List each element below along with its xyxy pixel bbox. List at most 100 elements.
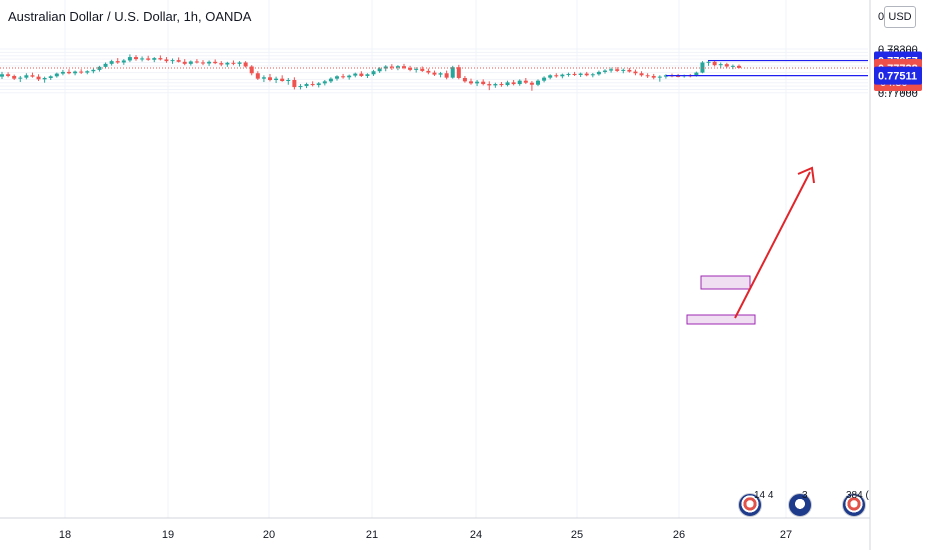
candle-body <box>645 75 650 77</box>
candle-body <box>304 84 309 87</box>
candle-body <box>444 73 449 78</box>
candle-body <box>432 72 437 75</box>
currency-selector[interactable]: USD <box>884 6 916 28</box>
candle-body <box>127 57 132 61</box>
candle-body <box>109 61 114 64</box>
event-count-3: 384 ( <box>846 490 869 501</box>
candle-body <box>542 77 547 81</box>
candle-body <box>560 74 565 77</box>
candle-body <box>706 61 711 63</box>
candle-body <box>292 80 297 88</box>
candle-body <box>18 77 23 79</box>
time-tick-label: 19 <box>162 529 174 541</box>
candle-body <box>694 72 699 76</box>
candle-body <box>0 74 4 77</box>
candle-body <box>170 60 175 62</box>
economic-events-row: 14 4 3 384 ( <box>738 490 878 518</box>
candle-body <box>36 76 41 80</box>
candle-body <box>438 73 443 75</box>
candle-body <box>663 75 668 77</box>
candle-body <box>140 58 145 60</box>
candle-body <box>426 70 431 73</box>
candle-body <box>456 67 461 78</box>
candle-body <box>651 75 656 78</box>
price-tick-label: 0. <box>878 11 887 23</box>
chart-annotations <box>0 59 868 325</box>
candle-body <box>335 76 339 79</box>
candle-body <box>158 58 163 60</box>
us-flag-icon[interactable] <box>842 493 866 517</box>
candle-body <box>584 73 589 76</box>
candle-body <box>377 68 382 72</box>
candle-body <box>408 67 413 70</box>
candle-body <box>420 68 425 71</box>
candle-body <box>371 71 376 75</box>
candle-body <box>505 82 510 86</box>
candle-body <box>164 59 169 62</box>
candle-body <box>67 71 71 74</box>
candle-body <box>365 74 370 76</box>
time-tick-label: 21 <box>366 529 378 541</box>
demand-zone-upper <box>700 275 751 290</box>
candle-body <box>730 65 735 67</box>
candle-body <box>219 63 224 65</box>
candle-body <box>280 78 285 82</box>
time-axis: 18 19 20 21 24 25 26 27 <box>0 517 870 541</box>
chart-grid <box>0 0 868 518</box>
candle-body <box>103 63 108 67</box>
candle-body <box>286 80 291 82</box>
price-label-low: 0.77511 <box>878 71 917 83</box>
candle-body <box>469 81 473 84</box>
candle-body <box>578 73 583 75</box>
candle-body <box>249 66 254 74</box>
candle-body <box>475 81 480 84</box>
time-tick-label: 25 <box>571 529 583 541</box>
candle-body <box>523 80 528 83</box>
candle-body <box>389 66 394 68</box>
demand-zone-lower <box>686 314 756 325</box>
candle-body <box>359 73 364 76</box>
candle-body <box>121 60 126 63</box>
projection-arrow-line <box>734 171 811 319</box>
time-tick-label: 26 <box>673 529 685 541</box>
candle-body <box>536 80 540 85</box>
candle-body <box>402 66 406 68</box>
candle-body <box>237 62 242 64</box>
price-axis: 0.783000.782000.781000.780000.779000.778… <box>869 0 922 550</box>
candle-body <box>609 69 614 71</box>
candle-body <box>152 58 157 60</box>
candle-body <box>676 75 681 77</box>
candle-body <box>481 81 486 85</box>
candle-body <box>182 61 187 64</box>
candle-body <box>188 61 193 64</box>
candle-body <box>268 77 272 81</box>
candle-body <box>572 73 577 75</box>
time-tick-label: 18 <box>59 529 71 541</box>
candle-body <box>395 66 400 68</box>
price-label-low-bg <box>874 66 922 85</box>
candle-body <box>115 61 120 63</box>
candle-body <box>134 57 138 60</box>
candle-body <box>615 69 620 71</box>
candle-body <box>639 73 644 76</box>
us-au-flag-icon[interactable] <box>738 493 762 517</box>
candle-body <box>48 76 53 78</box>
candle-body <box>353 73 358 76</box>
candle-body <box>255 73 260 79</box>
au-flag-icon[interactable] <box>788 493 812 517</box>
candle-body <box>310 84 315 86</box>
candle-body <box>54 73 59 77</box>
candle-body <box>207 61 212 64</box>
candle-body <box>42 77 47 80</box>
candle-body <box>529 82 534 85</box>
candle-body <box>73 71 78 74</box>
event-count-1: 14 4 <box>754 490 774 501</box>
candle-body <box>213 61 218 64</box>
candle-body <box>24 75 29 78</box>
candle-body <box>85 71 90 73</box>
candle-body <box>554 75 559 77</box>
candle-body <box>737 65 741 68</box>
candle-body <box>621 69 626 71</box>
candle-body <box>383 66 388 69</box>
